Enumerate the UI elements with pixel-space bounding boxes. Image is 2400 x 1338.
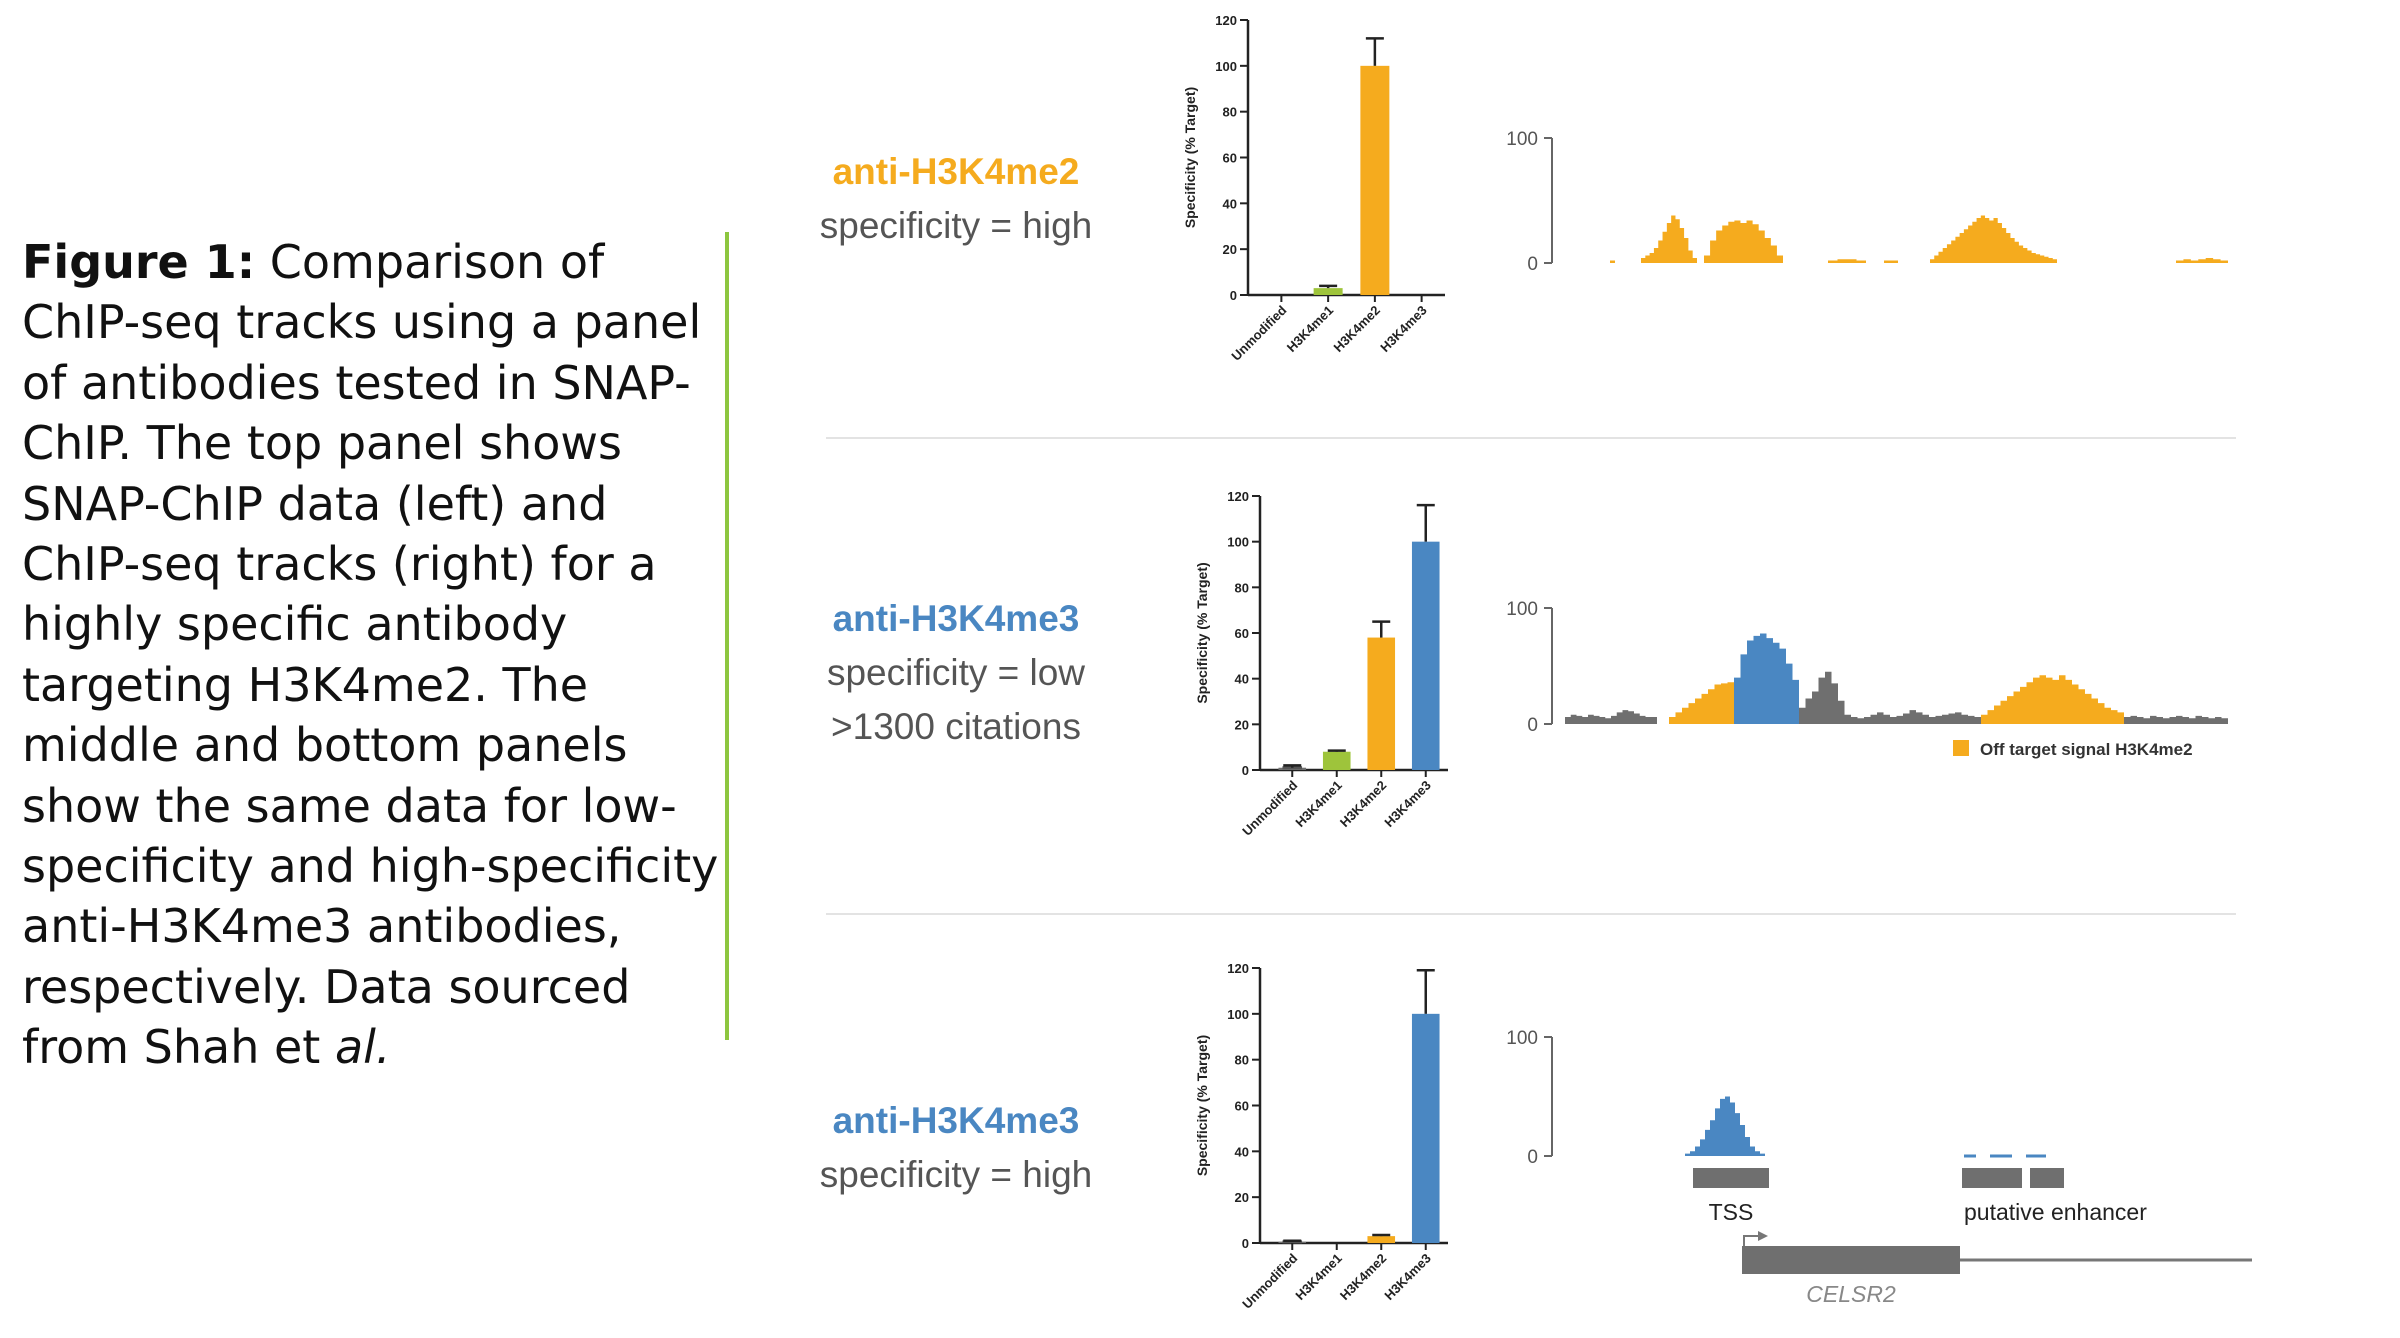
- y-axis-label: Specificity (% Target): [1182, 87, 1198, 228]
- panel-label-1: anti-H3K4me2 specificity = high: [756, 145, 1156, 253]
- caption-bold: Figure 1:: [22, 235, 256, 289]
- bar: [1313, 288, 1343, 295]
- enhancer-region: [2030, 1168, 2064, 1188]
- track-signal: [1704, 220, 1783, 263]
- accent-divider: [725, 232, 729, 1040]
- gene-label: CELSR2: [1806, 1281, 1896, 1307]
- x-tick-label: H3K4me1: [1292, 778, 1345, 831]
- bar: [1411, 1013, 1440, 1243]
- track-signal: [2124, 715, 2228, 724]
- x-tick-label: H3K4me3: [1381, 778, 1434, 831]
- specificity-text: specificity = high: [819, 1154, 1093, 1195]
- x-tick-label: H3K4me2: [1337, 1251, 1390, 1304]
- tss-region: [1693, 1168, 1769, 1188]
- y-tick-label: 0: [1242, 1236, 1249, 1251]
- track-signal: [1828, 259, 1866, 263]
- caption-text: Comparison of ChIP-seq tracks using a pa…: [22, 235, 719, 1075]
- y-tick-label: 40: [1235, 672, 1249, 687]
- y-tick-label: 0: [1527, 715, 1538, 736]
- y-tick-label: 60: [1235, 1099, 1249, 1114]
- track-signal: [1799, 671, 1981, 724]
- y-tick-label: 120: [1227, 489, 1249, 504]
- y-tick-label: 20: [1223, 242, 1237, 257]
- bar: [1360, 65, 1390, 295]
- y-tick-label: 100: [1506, 1028, 1538, 1049]
- panel-separator-2: [826, 913, 2236, 915]
- panel-label-2: anti-H3K4me3 specificity = low >1300 cit…: [756, 592, 1156, 754]
- antibody-name: anti-H3K4me3: [832, 598, 1080, 639]
- y-tick-label: 100: [1506, 599, 1538, 620]
- y-tick-label: 40: [1235, 1144, 1249, 1159]
- y-tick-label: 0: [1230, 288, 1237, 303]
- track-signal: [1669, 682, 1734, 724]
- y-tick-label: 0: [1242, 763, 1249, 778]
- tss-arrowhead: [1758, 1231, 1768, 1241]
- track-signal: [1981, 675, 2124, 724]
- caption-italic: al.: [320, 1020, 391, 1075]
- tss-label: TSS: [1709, 1199, 1754, 1225]
- x-tick-label: H3K4me1: [1292, 1251, 1345, 1304]
- y-tick-label: 120: [1227, 961, 1249, 976]
- track-signal: [1734, 633, 1799, 724]
- y-tick-label: 80: [1235, 580, 1249, 595]
- y-axis-label: Specificity (% Target): [1194, 1035, 1210, 1176]
- gene-body: [1742, 1246, 1960, 1274]
- track-signal: [1641, 215, 1697, 263]
- y-tick-label: 60: [1235, 626, 1249, 641]
- legend-label: Off target signal H3K4me2: [1980, 740, 2193, 759]
- y-axis-label: Specificity (% Target): [1194, 562, 1210, 703]
- bar: [1367, 1236, 1396, 1243]
- panel-label-3: anti-H3K4me3 specificity = high: [756, 1094, 1156, 1202]
- y-tick-label: 80: [1223, 105, 1237, 120]
- x-tick-label: H3K4me2: [1330, 303, 1383, 356]
- bar: [1411, 541, 1440, 770]
- antibody-name: anti-H3K4me3: [832, 1100, 1080, 1141]
- track-signal: [1605, 260, 1615, 263]
- track-signal: [1884, 260, 1898, 263]
- track-signal: [1930, 215, 2057, 263]
- y-tick-label: 40: [1223, 196, 1237, 211]
- y-tick-label: 20: [1235, 717, 1249, 732]
- specificity-text: specificity = low: [826, 652, 1086, 693]
- track-signal: [1565, 710, 1657, 724]
- y-tick-label: 0: [1527, 1147, 1538, 1168]
- bar: [1367, 637, 1396, 770]
- figure-caption: Figure 1: Comparison of ChIP-seq tracks …: [22, 232, 722, 1078]
- y-tick-label: 120: [1215, 13, 1237, 28]
- x-tick-label: H3K4me3: [1381, 1251, 1434, 1304]
- x-tick-label: H3K4me1: [1284, 303, 1337, 356]
- x-tick-label: Unmodified: [1228, 302, 1289, 363]
- y-tick-label: 0: [1527, 254, 1538, 275]
- x-tick-label: Unmodified: [1239, 1250, 1300, 1311]
- y-tick-label: 100: [1506, 129, 1538, 150]
- x-tick-label: H3K4me2: [1337, 778, 1390, 831]
- specificity-text: specificity = high: [819, 205, 1093, 246]
- citations-text: >1300 citations: [831, 706, 1081, 747]
- x-tick-label: H3K4me3: [1377, 303, 1430, 356]
- track-signal: [1680, 1096, 1770, 1156]
- legend-swatch: [1953, 740, 1969, 756]
- y-tick-label: 20: [1235, 1190, 1249, 1205]
- panel-separator-1: [826, 437, 2236, 439]
- x-tick-label: Unmodified: [1239, 777, 1300, 838]
- y-tick-label: 100: [1215, 59, 1237, 74]
- y-tick-label: 100: [1227, 535, 1249, 550]
- y-tick-label: 60: [1223, 151, 1237, 166]
- track-signal: [2176, 258, 2228, 263]
- antibody-name: anti-H3K4me2: [832, 151, 1080, 192]
- y-tick-label: 80: [1235, 1053, 1249, 1068]
- y-tick-label: 100: [1227, 1007, 1249, 1022]
- bar: [1322, 751, 1351, 770]
- enhancer-label: putative enhancer: [1964, 1199, 2147, 1225]
- enhancer-region: [1962, 1168, 2022, 1188]
